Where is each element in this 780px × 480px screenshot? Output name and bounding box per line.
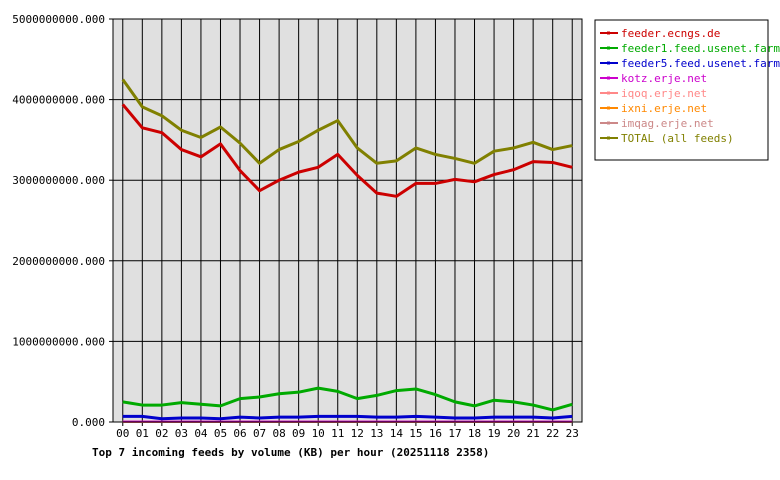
legend-label: TOTAL (all feeds) <box>621 132 734 145</box>
legend-label: iqoq.erje.net <box>621 87 707 100</box>
x-tick-label: 03 <box>175 427 188 440</box>
y-tick-label: 2000000000.000 <box>12 255 105 268</box>
x-tick-label: 04 <box>194 427 208 440</box>
y-tick-label: 4000000000.000 <box>12 94 105 107</box>
legend-label: feeder1.feed.usenet.farm <box>621 42 780 55</box>
x-tick-label: 20 <box>507 427 520 440</box>
legend-label: feeder.ecngs.de <box>621 27 720 40</box>
x-tick-label: 05 <box>214 427 227 440</box>
series-line <box>121 103 573 198</box>
legend-label: kotz.erje.net <box>621 72 707 85</box>
y-tick-label: 5000000000.000 <box>12 13 105 26</box>
series-line <box>122 386 573 412</box>
plot-border <box>112 18 583 423</box>
x-tick-label: 23 <box>566 427 579 440</box>
plot-background <box>113 19 582 422</box>
x-tick-label: 15 <box>409 427 422 440</box>
legend-swatch-marker <box>607 76 610 80</box>
legend-swatch-marker <box>607 121 610 125</box>
x-tick-label: 18 <box>468 427 481 440</box>
x-tick-label: 17 <box>448 427 461 440</box>
x-tick-label: 01 <box>136 427 149 440</box>
legend-label: imqag.erje.net <box>621 117 714 130</box>
y-tick-label: 1000000000.000 <box>12 335 105 348</box>
y-tick-label: 3000000000.000 <box>12 174 105 187</box>
series-line <box>121 78 573 165</box>
legend-label: ixni.erje.net <box>621 102 707 115</box>
x-axis-ticks: 00 01 02 03 04 05 06 07 08 09 10 11 12 13 14 15 16 17 18 19… <box>116 422 579 440</box>
legend-swatch-marker <box>607 61 610 65</box>
x-tick-label: 07 <box>253 427 266 440</box>
x-tick-label: 22 <box>546 427 559 440</box>
x-tick-label: 10 <box>312 427 325 440</box>
x-tick-label: 12 <box>351 427 364 440</box>
x-tick-label: 00 <box>116 427 129 440</box>
legend-swatch-marker <box>607 136 610 140</box>
legend-swatch-marker <box>607 91 610 95</box>
legend-swatch-marker <box>607 46 610 50</box>
x-tick-label: 06 <box>233 427 246 440</box>
x-tick-label: 21 <box>527 427 540 440</box>
x-tick-label: 11 <box>331 427 344 440</box>
legend-swatch-marker <box>607 106 610 110</box>
x-tick-label: 02 <box>155 427 168 440</box>
y-tick-label: 0.000 <box>72 416 105 429</box>
x-tick-label: 19 <box>487 427 500 440</box>
series-line <box>122 414 573 421</box>
x-tick-label: 14 <box>390 427 404 440</box>
x-tick-label: 13 <box>370 427 383 440</box>
horizontal-grid <box>113 99 582 342</box>
legend-box <box>594 19 769 161</box>
legend-swatch-marker <box>607 31 610 35</box>
x-tick-label: 16 <box>429 427 442 440</box>
x-tick-label: 09 <box>292 427 305 440</box>
y-axis-ticks: 0.000 1000000000.000 2000000000.000 3000000… <box>12 13 113 429</box>
legend-label: feeder5.feed.usenet.farm <box>621 57 780 70</box>
legend: feeder.ecngs.de feeder1.feed.usenet.farm f… <box>594 19 780 161</box>
chart-title: Top 7 incoming feeds by volume (KB) per … <box>92 446 489 459</box>
vertical-grid <box>122 19 573 422</box>
x-tick-label: 08 <box>272 427 285 440</box>
